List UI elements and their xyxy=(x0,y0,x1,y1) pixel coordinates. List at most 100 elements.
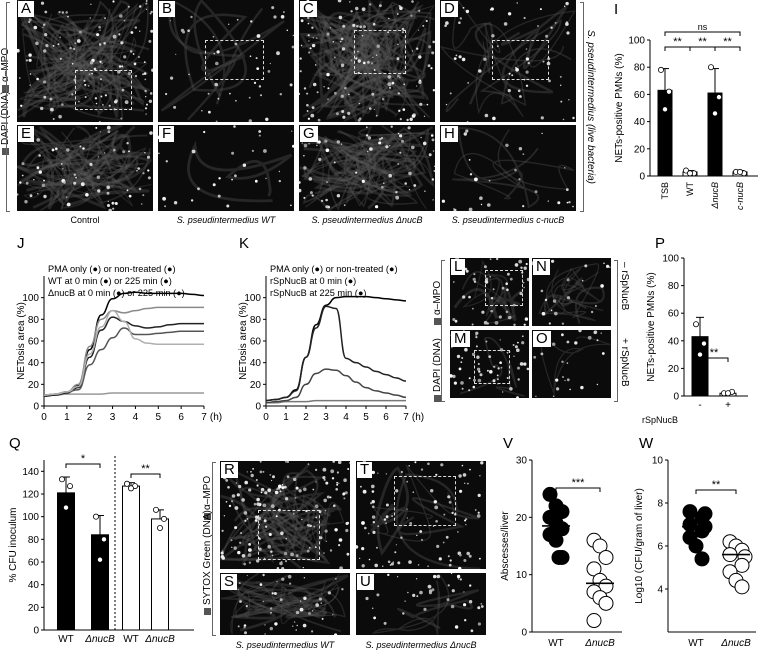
cell-spot xyxy=(410,14,413,17)
cell-spot xyxy=(300,19,304,23)
cell-spot xyxy=(250,20,253,23)
cell-spot xyxy=(416,595,419,597)
cell-spot xyxy=(265,117,269,122)
cell-spot xyxy=(409,522,413,525)
cell-spot xyxy=(418,9,421,12)
data-point xyxy=(688,538,704,554)
y-tick-label: 0 xyxy=(521,628,527,639)
cell-spot xyxy=(267,70,271,73)
bar xyxy=(657,89,673,177)
cell-spot xyxy=(327,87,330,90)
cell-spot xyxy=(480,461,484,465)
cell-spot xyxy=(258,134,261,137)
cell-spot xyxy=(228,504,232,508)
cell-spot xyxy=(239,541,242,544)
cell-spot xyxy=(137,167,140,170)
caption-wt: S. pseudintermedius WT xyxy=(176,215,276,225)
cell-spot xyxy=(88,85,90,87)
cell-spot xyxy=(329,27,332,29)
cell-spot xyxy=(279,598,283,602)
data-point xyxy=(697,351,704,358)
cell-spot xyxy=(337,0,342,3)
cell-spot xyxy=(566,362,569,364)
cell-spot xyxy=(89,162,93,166)
cell-spot xyxy=(447,584,450,587)
cell-spot xyxy=(65,196,68,198)
cell-spot xyxy=(290,204,292,207)
cell-spot xyxy=(226,204,230,208)
cell-spot xyxy=(165,92,168,96)
cell-spot xyxy=(248,119,252,122)
cell-spot xyxy=(541,132,543,135)
cell-spot xyxy=(308,546,311,549)
cell-spot xyxy=(347,111,351,115)
cell-spot xyxy=(459,489,463,493)
cell-spot xyxy=(479,373,483,377)
cell-spot xyxy=(58,114,62,119)
cell-spot xyxy=(603,262,605,265)
y-tick-label: 40 xyxy=(28,358,40,369)
cell-spot xyxy=(249,55,252,57)
cell-spot xyxy=(29,73,32,75)
cell-spot xyxy=(134,26,137,29)
cell-spot xyxy=(101,62,103,64)
cell-spot xyxy=(433,169,435,173)
cell-spot xyxy=(363,61,366,65)
cell-spot xyxy=(458,21,461,25)
cell-spot xyxy=(113,202,115,204)
cell-spot xyxy=(385,522,387,525)
cell-spot xyxy=(128,194,132,198)
cell-spot xyxy=(263,519,267,523)
cell-spot xyxy=(436,544,440,548)
cell-spot xyxy=(256,484,259,487)
y-tick-label: 60 xyxy=(634,90,646,101)
cell-spot xyxy=(516,396,519,398)
significance-label: ns xyxy=(698,22,708,32)
net-strand xyxy=(50,28,149,112)
net-strand xyxy=(65,0,148,91)
cell-spot xyxy=(397,561,401,565)
cell-spot xyxy=(426,103,429,106)
net-strand xyxy=(538,268,599,322)
net-strand xyxy=(313,10,407,117)
cell-spot xyxy=(278,170,281,173)
cell-spot xyxy=(21,162,25,166)
net-strand xyxy=(231,573,336,619)
cell-spot xyxy=(357,59,361,63)
cell-spot xyxy=(52,118,55,120)
cell-spot xyxy=(533,355,537,359)
cell-spot xyxy=(317,118,321,122)
cell-spot xyxy=(244,631,247,635)
data-point xyxy=(658,66,665,73)
cell-spot xyxy=(335,578,337,580)
panel-label-P: P xyxy=(652,236,669,252)
net-strand xyxy=(26,125,139,207)
y-tick-label: 0 xyxy=(255,402,261,413)
cell-spot xyxy=(372,22,376,26)
cell-spot xyxy=(517,89,521,93)
cell-spot xyxy=(451,511,454,515)
cell-spot xyxy=(430,134,434,137)
cell-spot xyxy=(461,464,464,467)
cell-spot xyxy=(264,624,266,626)
cell-spot xyxy=(145,96,147,98)
cell-spot xyxy=(339,40,342,43)
net-strand xyxy=(21,125,128,209)
cell-spot xyxy=(366,126,368,128)
cell-spot xyxy=(329,496,332,499)
cell-spot xyxy=(286,475,290,479)
micro-texture xyxy=(220,573,349,635)
net-strand xyxy=(468,6,568,105)
cell-spot xyxy=(361,7,366,12)
bar xyxy=(707,92,723,177)
cell-spot xyxy=(273,15,277,19)
cell-spot xyxy=(431,138,435,142)
cell-spot xyxy=(463,591,465,593)
cell-spot xyxy=(108,208,112,211)
y-tick-label: 0 xyxy=(639,172,645,183)
cell-spot xyxy=(477,606,481,610)
cell-spot xyxy=(89,17,91,19)
cell-spot xyxy=(336,471,339,474)
cell-spot xyxy=(307,22,310,25)
cell-spot xyxy=(554,21,557,24)
